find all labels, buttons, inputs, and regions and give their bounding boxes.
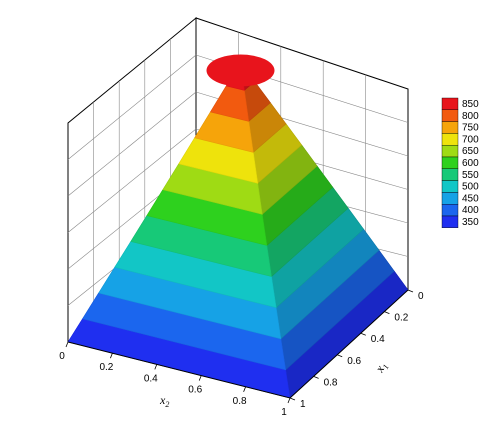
legend-swatch [441, 121, 459, 134]
legend-label: 850 [462, 99, 479, 110]
legend-swatch [441, 133, 459, 146]
x1-tick-label: 0 [418, 291, 424, 302]
back-left-grid-h [67, 91, 197, 197]
back-left-grid-h [67, 54, 197, 160]
x2-tick-label: 0.4 [144, 373, 158, 384]
x2-tick-label: 0.6 [188, 385, 202, 396]
x1-tick-mark [360, 332, 366, 336]
legend-label: 700 [462, 134, 479, 145]
x2-tick-label: 0.8 [233, 396, 247, 407]
x2-tick-mark [287, 397, 291, 404]
legend-swatch [441, 168, 459, 181]
legend-swatch [441, 192, 459, 205]
legend-label: 500 [462, 182, 479, 193]
axis-ticks: 0 0.2 0.4 0.6 0.8 1 0 0.2 0.4 0.6 0.8 1 [59, 289, 424, 418]
x1-tick-label: 0.6 [347, 356, 361, 367]
legend-swatch [441, 203, 459, 217]
x2-axis-label: x2 [159, 393, 169, 409]
legend-swatch [441, 144, 459, 158]
x1-tick-label: 0.4 [371, 334, 385, 345]
x1-tick-mark [407, 289, 414, 293]
x1-tick-mark [289, 397, 296, 401]
x2-tick-mark [243, 386, 246, 392]
x2-tick-mark [110, 353, 113, 359]
peak-cap [206, 54, 275, 87]
legend-label: 600 [462, 158, 479, 169]
x2-tick-label: 0.2 [99, 362, 113, 373]
legend-label: 800 [462, 111, 479, 122]
pyramid-surface [67, 54, 409, 399]
x2-tick-label: 1 [281, 407, 287, 418]
x2-tick-mark [154, 364, 158, 370]
x1-tick-label: 0.8 [324, 377, 338, 388]
legend-swatch [441, 215, 459, 229]
legend-label: 450 [462, 193, 479, 204]
x1-tick-label: 0.2 [394, 313, 408, 324]
legend-swatch [441, 97, 459, 111]
x2-tick-mark [65, 341, 69, 348]
x1-tick-mark [337, 354, 343, 358]
legend-label: 350 [462, 217, 479, 228]
legend-swatch [441, 156, 459, 170]
legend-label: 550 [462, 170, 479, 181]
legend-label: 750 [462, 123, 479, 134]
x1-tick-mark [313, 376, 319, 379]
x1-tick-label: 1 [300, 399, 306, 410]
legend-label: 400 [462, 205, 479, 216]
legend-label: 650 [462, 146, 479, 157]
legend-swatch [441, 109, 459, 122]
back-left-grid-h [67, 128, 197, 233]
x1-axis-label: x1 [372, 360, 391, 377]
x2-tick-label: 0 [59, 351, 65, 362]
x1-tick-mark [384, 311, 390, 314]
legend-swatch [441, 180, 459, 193]
x2-tick-mark [198, 375, 202, 381]
